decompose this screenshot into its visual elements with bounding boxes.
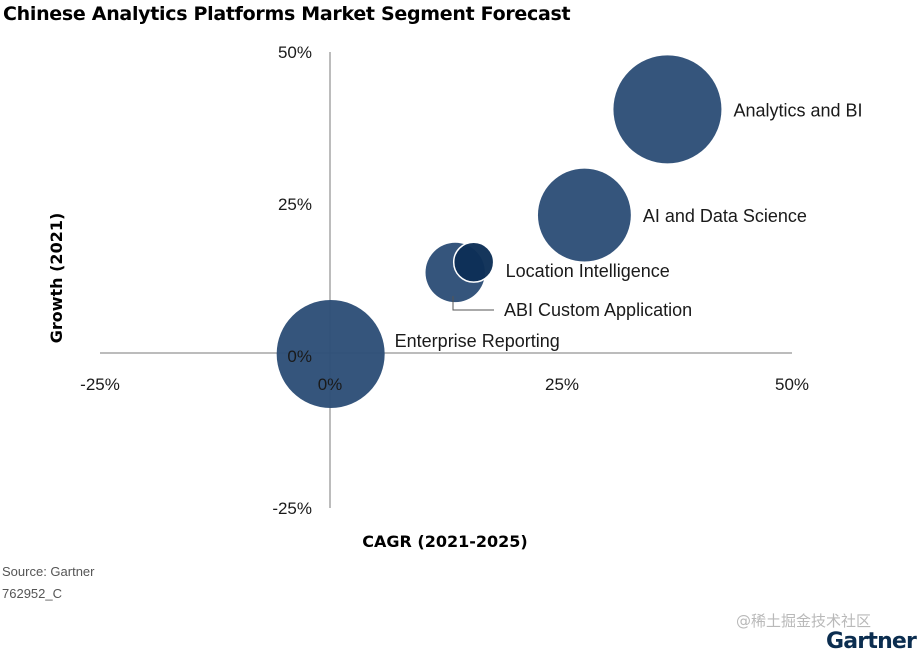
watermark-text: @稀土掘金技术社区 [736,612,871,630]
axes [100,52,792,508]
x-tick-label: 25% [545,375,579,394]
bubble-label-analytics-and-bi: Analytics and BI [733,100,862,120]
y-tick-labels: 50% 25% 0% -25% [272,43,312,518]
bubble-label-abi-custom-application: ABI Custom Application [504,300,692,320]
bubble-enterprise-reporting [276,300,385,408]
x-tick-label: 0% [318,375,343,394]
y-tick-label: 0% [287,347,312,366]
bubble-analytics-and-bi [613,55,722,164]
bubbles [276,55,722,408]
x-tick-labels: -25% 0% 25% 50% [80,375,809,394]
abi-custom-leader-line [452,296,494,311]
y-tick-label: 25% [278,195,312,214]
bubble-label-ai-and-data-science: AI and Data Science [643,206,807,226]
y-tick-label: 50% [278,43,312,62]
chart-title: Chinese Analytics Platforms Market Segme… [3,3,570,25]
y-tick-label: -25% [272,499,312,518]
source-note: Source: Gartner [2,564,95,579]
bubble-label-location-intelligence: Location Intelligence [506,261,670,281]
x-axis-label: CAGR (2021-2025) [362,532,527,551]
figure-code: 762952_C [2,586,62,601]
bubble-location-intelligence [452,241,495,283]
bubble-ai-and-data-science [537,168,631,262]
x-tick-label: 50% [775,375,809,394]
x-tick-label: -25% [80,375,120,394]
bubble-label-enterprise-reporting: Enterprise Reporting [395,331,560,351]
y-axis-label: Growth (2021) [47,213,66,344]
gartner-logo: Gartner [826,629,917,650]
